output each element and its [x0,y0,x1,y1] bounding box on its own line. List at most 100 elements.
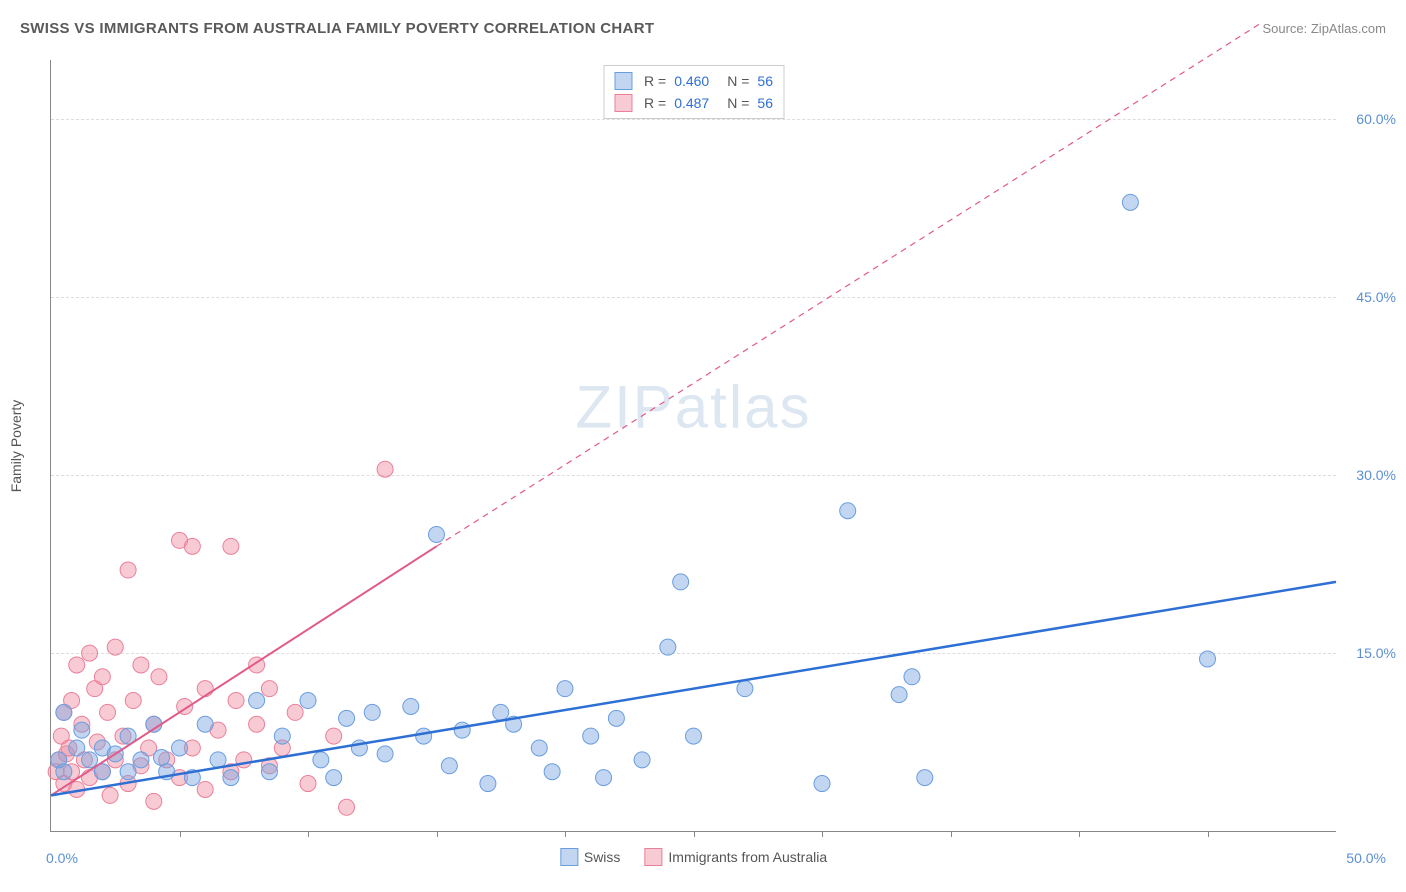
scatter-point [197,781,213,797]
legend-swatch-swiss [560,848,578,866]
x-tick [822,831,823,837]
scatter-point [56,704,72,720]
chart-title: SWISS VS IMMIGRANTS FROM AUSTRALIA FAMIL… [20,20,654,37]
scatter-point [634,752,650,768]
scatter-point [326,770,342,786]
series-swiss [51,194,1216,791]
scatter-point [107,639,123,655]
scatter-point [274,728,290,744]
scatter-point [146,793,162,809]
scatter-point [287,704,303,720]
scatter-point [120,764,136,780]
scatter-point [326,728,342,744]
x-tick [951,831,952,837]
x-axis-min-label: 0.0% [46,850,78,866]
scatter-point [197,716,213,732]
scatter-point [583,728,599,744]
scatter-svg [51,60,1336,831]
scatter-point [660,639,676,655]
stats-row-immigrants: R = 0.487 N = 56 [614,92,773,114]
scatter-point [904,669,920,685]
scatter-point [339,799,355,815]
scatter-point [377,746,393,762]
scatter-point [917,770,933,786]
trendline-immigrants-dashed [437,24,1259,546]
scatter-point [377,461,393,477]
scatter-point [223,538,239,554]
n-label: N = [727,73,749,89]
y-tick-label: 15.0% [1356,645,1396,661]
scatter-point [454,722,470,738]
scatter-point [339,710,355,726]
scatter-point [608,710,624,726]
scatter-point [82,752,98,768]
scatter-point [891,687,907,703]
swatch-swiss [614,72,632,90]
scatter-point [493,704,509,720]
scatter-point [223,770,239,786]
scatter-point [814,776,830,792]
scatter-point [249,693,265,709]
scatter-point [249,716,265,732]
y-tick-label: 45.0% [1356,289,1396,305]
x-tick [694,831,695,837]
scatter-point [151,669,167,685]
scatter-point [125,693,141,709]
scatter-point [261,764,277,780]
scatter-point [154,749,170,765]
scatter-point [228,693,244,709]
scatter-point [184,538,200,554]
scatter-point [300,693,316,709]
scatter-point [172,740,188,756]
scatter-point [416,728,432,744]
y-axis-label: Family Poverty [8,399,24,492]
legend-label-immigrants: Immigrants from Australia [668,849,827,865]
x-tick [1079,831,1080,837]
scatter-point [100,704,116,720]
legend-swatch-immigrants [644,848,662,866]
scatter-point [102,787,118,803]
n-value-immigrants: 56 [757,95,773,111]
scatter-point [1200,651,1216,667]
scatter-point [82,645,98,661]
legend-label-swiss: Swiss [584,849,621,865]
bottom-legend: Swiss Immigrants from Australia [560,848,827,866]
scatter-point [686,728,702,744]
legend-item-immigrants: Immigrants from Australia [644,848,827,866]
scatter-point [1122,194,1138,210]
x-tick [308,831,309,837]
scatter-point [737,681,753,697]
stats-legend: R = 0.460 N = 56 R = 0.487 N = 56 [603,65,784,119]
scatter-point [313,752,329,768]
scatter-point [94,669,110,685]
r-label: R = [644,95,666,111]
trendline-swiss [51,582,1336,796]
n-label: N = [727,95,749,111]
x-tick [565,831,566,837]
x-axis-max-label: 50.0% [1346,850,1386,866]
scatter-point [441,758,457,774]
scatter-point [300,776,316,792]
y-tick-label: 60.0% [1356,111,1396,127]
scatter-point [197,681,213,697]
scatter-point [364,704,380,720]
scatter-point [557,681,573,697]
r-label: R = [644,73,666,89]
scatter-point [133,752,149,768]
swatch-immigrants [614,94,632,112]
source-label: Source: [1262,21,1310,36]
scatter-point [133,657,149,673]
scatter-point [69,740,85,756]
x-tick [180,831,181,837]
chart-plot-area: Family Poverty 15.0%30.0%45.0%60.0% ZIPa… [50,60,1336,832]
scatter-point [673,574,689,590]
scatter-point [210,752,226,768]
scatter-point [120,562,136,578]
source-value: ZipAtlas.com [1311,21,1386,36]
n-value-swiss: 56 [757,73,773,89]
scatter-point [840,503,856,519]
r-value-immigrants: 0.487 [674,95,709,111]
scatter-point [596,770,612,786]
scatter-point [261,681,277,697]
scatter-point [544,764,560,780]
